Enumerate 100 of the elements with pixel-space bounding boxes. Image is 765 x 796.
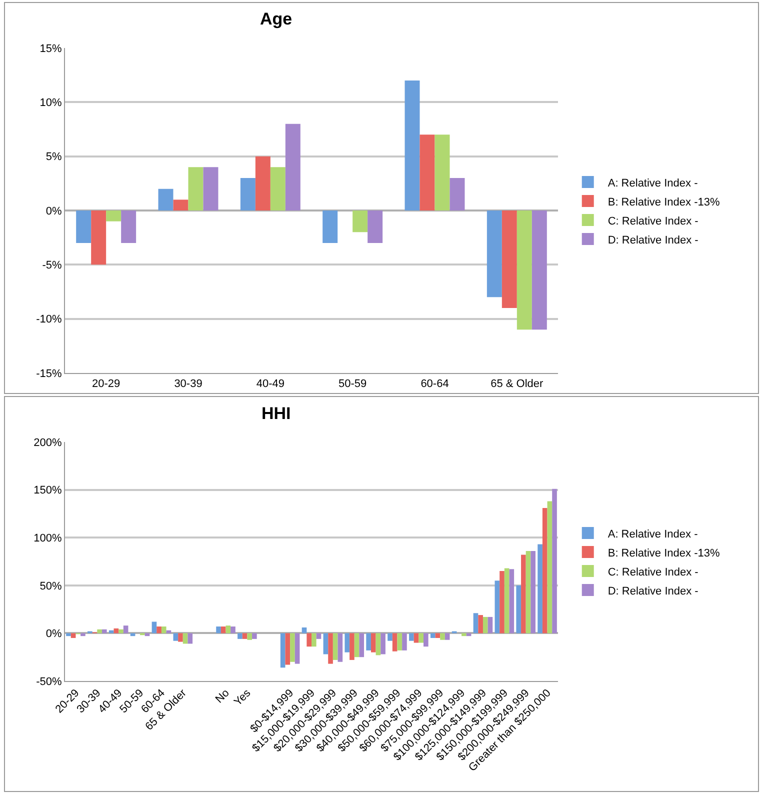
- bar: [240, 178, 256, 210]
- legend-label: B: Relative Index -13%: [608, 196, 720, 208]
- y-tick-label: 150%: [34, 484, 62, 497]
- bar: [280, 633, 286, 668]
- bar: [352, 210, 368, 232]
- bar: [376, 633, 381, 656]
- chart-title: Age: [260, 10, 292, 29]
- y-tick-label: 15%: [40, 42, 62, 55]
- bar: [123, 626, 128, 634]
- bar: [285, 124, 300, 210]
- bar: [397, 633, 402, 650]
- bar: [247, 633, 252, 640]
- y-tick-label: 50%: [40, 580, 62, 592]
- bar: [488, 616, 493, 634]
- bar: [130, 633, 136, 636]
- x-tick-label: 30-39: [174, 378, 202, 390]
- bar: [500, 571, 504, 634]
- bar: [538, 544, 542, 634]
- bar: [435, 633, 440, 638]
- bar: [354, 633, 360, 658]
- y-tick-label: -15%: [36, 368, 62, 380]
- legend-label: D: Relative Index -: [608, 234, 699, 246]
- bar: [502, 210, 517, 308]
- legend-label: A: Relative Index -: [608, 177, 698, 190]
- bar: [402, 633, 407, 650]
- y-tick-label: -50%: [36, 676, 62, 688]
- bar: [344, 633, 350, 652]
- bar: [106, 210, 122, 222]
- bar: [366, 633, 371, 650]
- bar: [238, 633, 242, 639]
- bar: [418, 633, 424, 643]
- bar: [121, 210, 136, 243]
- y-tick-label: 200%: [34, 436, 62, 449]
- x-tick-label: 20-29: [92, 378, 120, 390]
- bar: [255, 156, 270, 210]
- bar: [440, 633, 445, 640]
- x-tick-label: No: [213, 687, 232, 706]
- y-tick-label: 5%: [46, 151, 62, 164]
- y-tick-label: 0%: [46, 628, 62, 640]
- bar: [80, 633, 86, 636]
- bar: [220, 626, 226, 634]
- bar: [156, 626, 162, 634]
- bar: [328, 633, 333, 664]
- bar: [473, 613, 478, 634]
- bar: [97, 629, 102, 634]
- bar: [322, 210, 338, 243]
- bar: [182, 633, 188, 644]
- bar: [450, 178, 465, 210]
- chart-title: HHI: [261, 404, 291, 423]
- bar: [486, 210, 502, 298]
- bar: [420, 134, 435, 210]
- y-tick-label: 10%: [40, 97, 62, 110]
- bar: [521, 554, 526, 634]
- bar: [359, 633, 364, 658]
- legend-label: B: Relative Index -13%: [608, 547, 720, 560]
- bar: [188, 167, 204, 210]
- bar: [252, 633, 257, 639]
- bar: [388, 633, 392, 641]
- bar: [552, 488, 557, 634]
- bar: [332, 633, 338, 660]
- bar: [434, 134, 450, 210]
- bar: [338, 633, 343, 662]
- bar: [188, 633, 193, 644]
- bar: [173, 633, 178, 641]
- bar: [161, 626, 166, 634]
- bar: [173, 200, 188, 210]
- bar: [242, 633, 248, 639]
- bar: [323, 633, 328, 654]
- bar: [462, 633, 466, 636]
- bar: [547, 501, 552, 634]
- bar: [102, 629, 107, 634]
- bar: [424, 633, 428, 647]
- bar: [144, 633, 150, 636]
- bar: [380, 633, 386, 654]
- legend-label: A: Relative Index -: [608, 528, 698, 540]
- bar: [430, 633, 436, 638]
- x-tick-label: 50-59: [338, 378, 367, 390]
- bar: [482, 616, 488, 634]
- bar: [66, 633, 71, 636]
- bar: [91, 210, 106, 265]
- y-tick-label: 100%: [34, 532, 62, 544]
- bar: [509, 569, 514, 634]
- bar: [478, 615, 483, 634]
- bar: [526, 550, 531, 634]
- bar: [409, 633, 414, 641]
- legend-label: C: Relative Index -: [608, 566, 699, 578]
- bar: [532, 210, 547, 330]
- bar: [203, 167, 218, 210]
- bar: [392, 633, 398, 652]
- bar: [466, 633, 472, 636]
- bar: [290, 633, 295, 662]
- bar: [270, 167, 286, 210]
- bar: [414, 633, 419, 643]
- y-tick-label: -5%: [42, 260, 62, 272]
- bar: [70, 633, 76, 638]
- bar: [370, 633, 376, 652]
- bar: [158, 188, 174, 210]
- bar: [178, 633, 183, 642]
- bar: [530, 550, 536, 634]
- bar: [118, 629, 124, 634]
